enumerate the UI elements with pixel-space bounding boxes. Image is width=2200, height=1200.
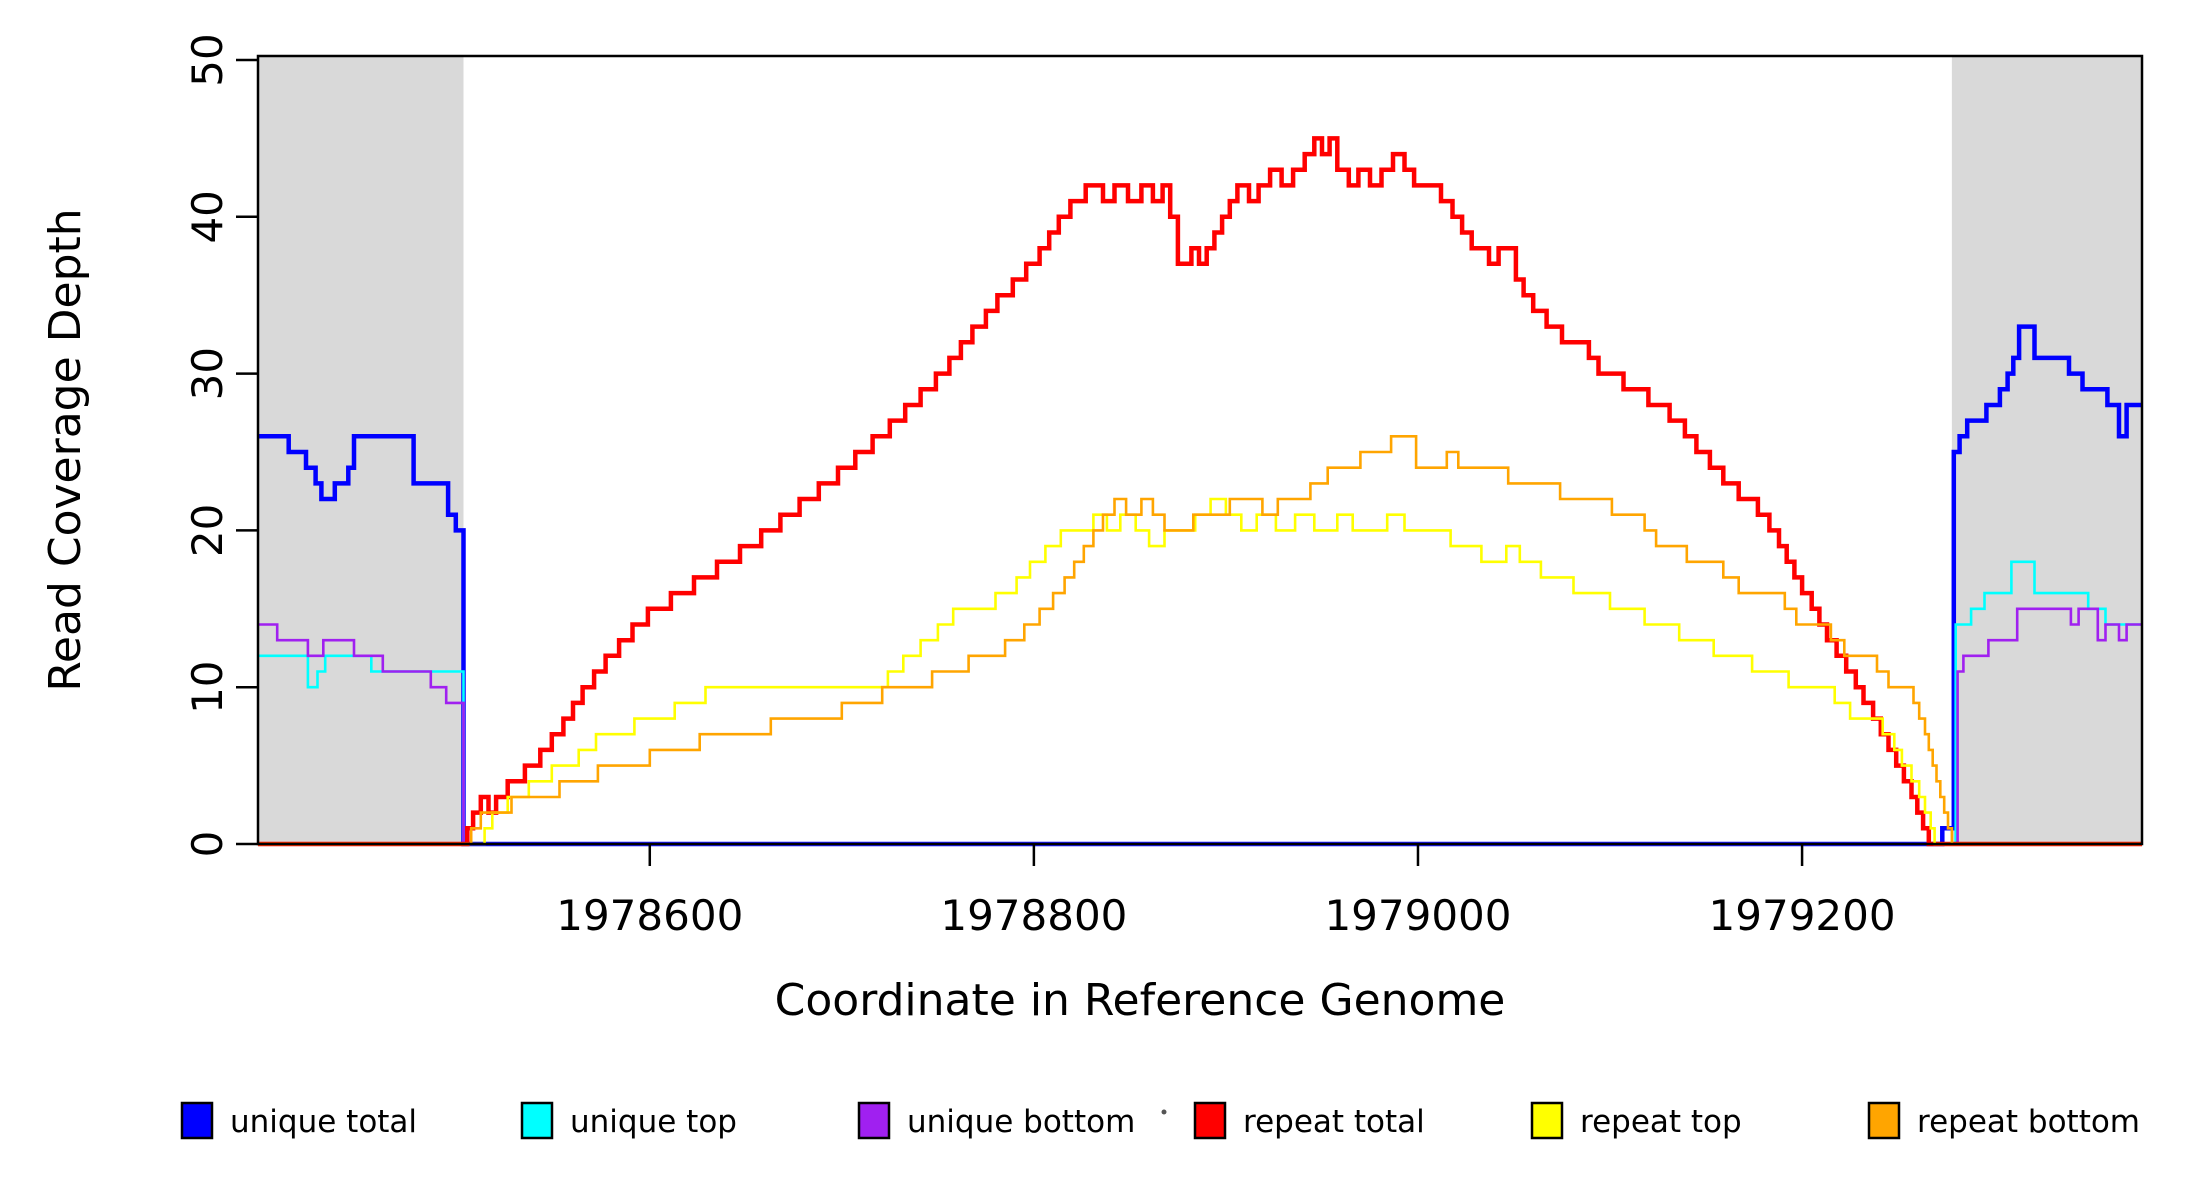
legend-swatch-unique-top [520, 1101, 554, 1140]
y-tick-label: 0 [183, 831, 232, 858]
legend-label-repeat-top: repeat top [1580, 1104, 1742, 1140]
series-unique-bottom [258, 607, 2142, 846]
series-unique-top [258, 560, 2142, 846]
x-tick-label: 1979200 [1709, 891, 1896, 940]
legend-label-repeat-bottom: repeat bottom [1917, 1104, 2140, 1140]
legend-label-unique-bottom: unique bottom [907, 1104, 1135, 1140]
stray-mark [1161, 1109, 1167, 1115]
right-unique-flank-band [1951, 56, 2142, 844]
series-repeat-bottom [258, 435, 2142, 846]
x-axis-title: Coordinate in Reference Genome [775, 975, 1506, 1026]
y-tick-label: 20 [183, 504, 232, 557]
legend-swatch-repeat-total [1193, 1101, 1227, 1140]
legend-swatch-repeat-top [1530, 1101, 1564, 1140]
y-tick-label: 50 [183, 33, 232, 86]
legend-swatch-repeat-bottom [1867, 1101, 1901, 1140]
x-tick-label: 1978600 [556, 891, 743, 940]
y-tick-label: 10 [183, 660, 232, 713]
legend-swatch-unique-total [180, 1101, 214, 1140]
x-tick-label: 1979000 [1324, 891, 1511, 940]
series-repeat-total [258, 136, 2142, 847]
y-axis-title: Read Coverage Depth [40, 208, 91, 691]
legend-label-unique-total: unique total [230, 1104, 417, 1140]
x-tick-label: 1978800 [940, 891, 1127, 940]
legend-label-unique-top: unique top [570, 1104, 737, 1140]
legend-swatch-unique-bottom [857, 1101, 891, 1140]
series-repeat-top [258, 497, 2142, 846]
y-tick-label: 40 [183, 190, 232, 243]
plot-border [256, 54, 2144, 846]
y-tick-label: 30 [183, 347, 232, 400]
legend-label-repeat-total: repeat total [1243, 1104, 1425, 1140]
series-unique-total [258, 324, 2142, 847]
